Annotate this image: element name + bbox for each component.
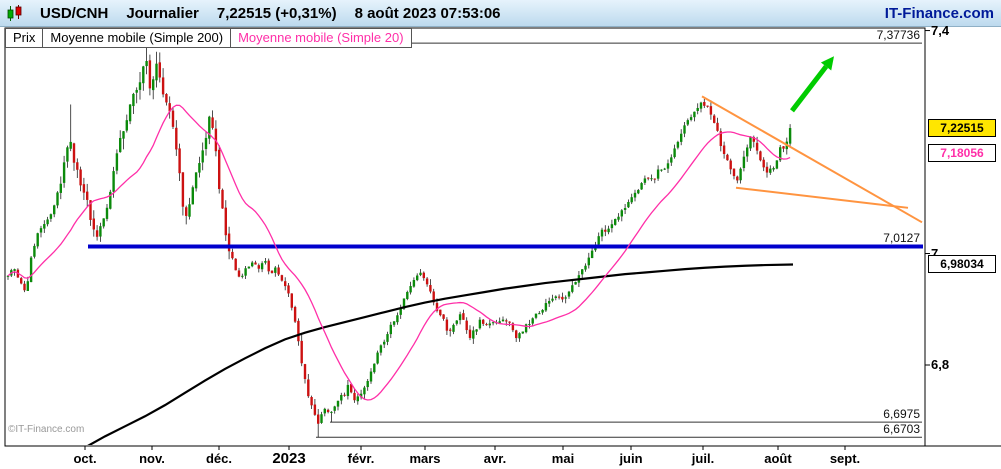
- x-axis-label[interactable]: sept.: [829, 451, 861, 466]
- x-axis-label[interactable]: févr.: [347, 451, 375, 466]
- level-price-label: 6,6703: [883, 422, 920, 437]
- price-box-sma200-value: 6,98034: [928, 255, 996, 274]
- x-axis-label[interactable]: août: [764, 451, 792, 466]
- symbol-label: USD/CNH: [40, 4, 109, 22]
- x-axis-label[interactable]: déc.: [205, 451, 232, 466]
- datetime-text: 8 août 2023 07:53:06: [354, 4, 501, 22]
- legend-row: Prix Moyenne mobile (Simple 200) Moyenne…: [5, 28, 412, 48]
- y-axis-tick-label[interactable]: 7: [931, 245, 939, 261]
- x-axis-label[interactable]: nov.: [139, 451, 165, 466]
- price-box-sma20-value: 7,18056: [928, 143, 996, 162]
- level-price-label: 7,37736: [876, 28, 920, 43]
- timeframe-label: Journalier: [126, 4, 199, 22]
- price-box-last-price: 7,22515: [928, 119, 996, 138]
- y-axis-tick-label[interactable]: 7,4: [931, 22, 950, 38]
- x-axis-label[interactable]: juil.: [691, 451, 715, 466]
- candlestick-icon: [7, 4, 22, 22]
- last-price-text: 7,22515: [216, 4, 272, 22]
- x-axis-label[interactable]: juin: [619, 451, 643, 466]
- x-axis-label[interactable]: mai: [551, 451, 575, 466]
- legend-item-price-label: Prix: [13, 30, 36, 45]
- legend-item-price[interactable]: Prix: [5, 28, 44, 48]
- level-price-label: 7,0127: [883, 231, 920, 246]
- level-price-label: 6,6975: [883, 407, 920, 422]
- last-price-and-change: 7,22515 (+0,31%): [217, 5, 337, 22]
- y-axis-tick-label[interactable]: 6,8: [931, 357, 950, 372]
- watermark: ©IT-Finance.com: [8, 424, 85, 435]
- legend-item-sma20-label: Moyenne mobile (Simple 20): [238, 30, 404, 45]
- legend-item-sma200[interactable]: Moyenne mobile (Simple 200): [42, 28, 232, 48]
- x-axis-label[interactable]: mars: [409, 451, 441, 466]
- legend-item-sma200-label: Moyenne mobile (Simple 200): [50, 30, 224, 45]
- change-text: (+0,31%): [275, 4, 337, 22]
- brand-logo-text: IT-Finance.com: [884, 4, 994, 22]
- x-axis-label[interactable]: avr.: [483, 451, 507, 466]
- legend-item-sma20[interactable]: Moyenne mobile (Simple 20): [230, 28, 412, 48]
- x-axis-label[interactable]: oct.: [73, 451, 97, 466]
- x-axis-label[interactable]: 2023: [272, 450, 306, 467]
- title-bar: USD/CNH Journalier 7,22515 (+0,31%) 8 ao…: [0, 0, 1001, 27]
